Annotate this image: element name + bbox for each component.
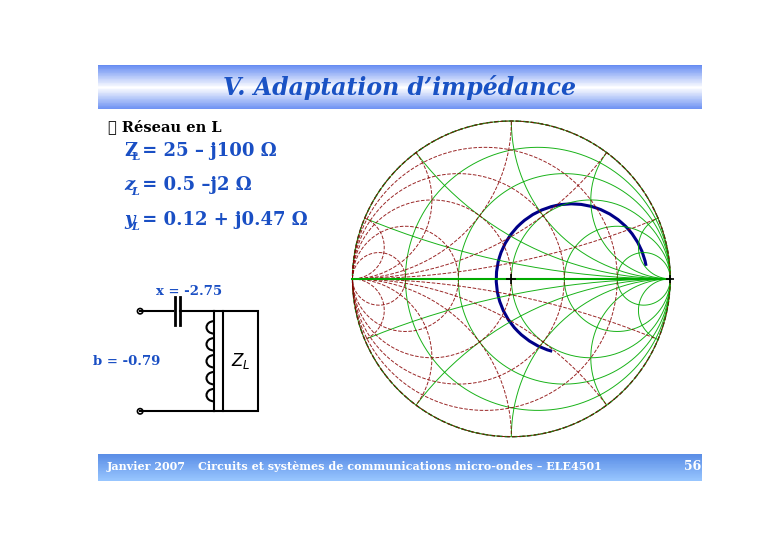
Text: = 25 – j100 Ω: = 25 – j100 Ω [136,141,277,160]
Text: Circuits et systèmes de communications micro-ondes – ELE4501: Circuits et systèmes de communications m… [198,461,601,472]
Text: y: y [124,211,134,229]
Text: ❖ Réseau en L: ❖ Réseau en L [108,119,222,134]
Text: L: L [132,151,140,163]
Text: x = -2.75: x = -2.75 [156,285,222,298]
Text: $Z_L$: $Z_L$ [231,351,250,372]
Bar [223,311,258,411]
Text: = 0.5 –j2 Ω: = 0.5 –j2 Ω [136,176,252,194]
Text: L: L [132,220,140,232]
Text: L: L [132,186,140,197]
Text: V. Adaptation d’impédance: V. Adaptation d’impédance [223,76,576,100]
Text: Janvier 2007: Janvier 2007 [107,461,186,472]
Text: 56: 56 [684,460,701,473]
Text: = 0.12 + j0.47 Ω: = 0.12 + j0.47 Ω [136,211,308,229]
Text: b = -0.79: b = -0.79 [94,355,161,368]
Text: z: z [124,176,134,194]
Text: Z: Z [124,141,137,160]
